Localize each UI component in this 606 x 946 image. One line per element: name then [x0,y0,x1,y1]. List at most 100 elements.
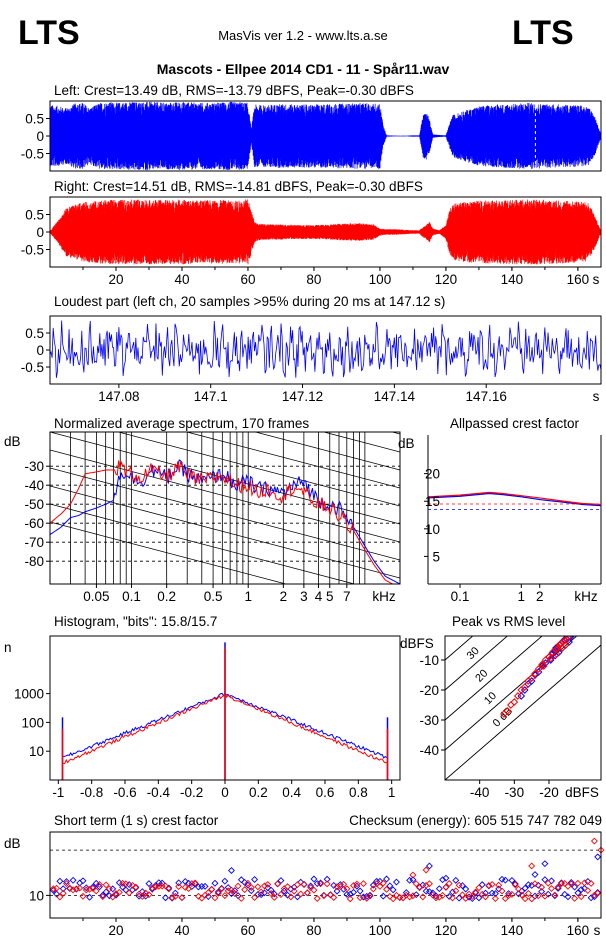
short-term-crest-point-right [109,893,117,901]
loudest-part-title: Loudest part (left ch, 20 samples >95% d… [54,294,445,309]
short-term-crest-point-left [162,894,169,902]
short-term-crest-point-right [475,884,483,892]
short-term-crest-outlier-left [594,853,602,861]
short-term-crest-point-right [132,883,140,891]
histogram-xtick-label: 0 [221,785,229,800]
avg-spectrum-slope-line [253,432,400,471]
allpassed-crest-xtick-label: 2 [536,589,544,604]
short-term-crest-point-right [138,892,146,900]
short-term-crest-point-right [185,885,193,893]
avg-spectrum-slope-line [50,467,400,561]
right-waveform-panel: Right: Crest=14.51 dB, RMS=-14.81 dBFS, … [21,179,602,287]
short-term-crest-point-right [254,883,262,891]
short-term-crest-point-right [356,894,364,902]
allpassed-crest-xtick-label: 0.1 [451,589,470,604]
short-term-crest-point-right [115,888,123,896]
short-term-crest-point-left [574,889,582,897]
short-term-crest-point-right [267,890,275,897]
short-term-crest-point-right [96,880,103,888]
short-term-crest-point-left [455,894,463,902]
short-term-crest-xtick-label: 120 [435,923,458,938]
short-term-crest-point-right [168,894,176,901]
histogram-panel: Histogram, "bits": 15.8/15.7n100010010-1… [4,614,401,800]
allpassed-crest-ytick-label: 20 [425,467,440,482]
short-term-crest-point-right [303,889,311,897]
short-term-crest-point-left [102,888,110,896]
short-term-crest-point-left [79,877,87,885]
short-term-crest-point-left [409,876,417,884]
short-term-crest-point-right [228,886,235,894]
short-term-crest-point-left [564,893,572,901]
short-term-crest-point-right [191,879,199,887]
avg-spectrum-slope-line [50,485,400,579]
short-term-crest-point-right [274,880,282,888]
avg-spectrum-ytick-label: -30 [24,459,44,474]
short-term-crest-point-right [340,880,348,888]
right-waveform-xtick-label: 100 [369,272,392,287]
short-term-crest-point-left [204,893,212,900]
peak-vs-rms-point-right [510,698,519,706]
loudest-part-ytick-label: 0 [36,343,44,358]
logo-right: LTS [512,14,574,52]
short-term-crest-point-right [181,883,189,891]
short-term-crest-ytick-label: 10 [29,888,44,903]
short-term-crest-point-left [244,881,252,889]
short-term-crest-point-right [439,891,447,899]
avg-spectrum-panel: Normalized average spectrum, 170 frames d… [4,416,401,604]
allpassed-crest-ytick-label: 10 [425,522,440,537]
short-term-crest-point-left [277,877,285,884]
peak-vs-rms-xtick-label: -20 [539,785,559,800]
histogram-xtick-label: -0.8 [80,785,103,800]
short-term-crest-point-right [53,884,61,892]
peak-vs-rms-point-right [552,650,561,658]
loudest-part-panel: Loudest part (left ch, 20 samples >95% d… [21,294,602,404]
short-term-crest-point-right [320,892,328,900]
short-term-crest-point-right [511,881,519,889]
short-term-crest-point-right [277,891,285,898]
right-waveform-title: Right: Crest=14.51 dB, RMS=-14.81 dBFS, … [54,179,423,194]
peak-vs-rms-diagonal-label: 0 dB [491,705,515,729]
short-term-crest-point-right [389,895,397,903]
avg-spectrum-xtick-label: 7 [343,589,351,604]
short-term-crest-point-left [59,885,67,893]
histogram-xtick-label: 0.4 [282,785,301,800]
short-term-crest-point-right [574,879,582,887]
histogram-xtick-label: 0.2 [249,785,268,800]
short-term-crest-point-right [419,893,427,901]
short-term-crest-point-left [323,875,331,883]
short-term-crest-point-left [69,876,77,884]
loudest-part-xtick-label: 147.14 [374,389,416,404]
short-term-crest-point-right [369,885,377,893]
short-term-crest-point-right [323,880,331,888]
short-term-crest-point-right [287,893,295,901]
short-term-crest-point-right [581,879,588,887]
peak-vs-rms-ylabel: dBFS [400,636,434,651]
short-term-crest-point-right [76,884,84,892]
short-term-crest-point-right [343,885,351,893]
right-waveform-xtick-label: 120 [435,272,458,287]
short-term-crest-point-left [221,877,229,885]
short-term-crest-point-right [521,895,529,903]
short-term-crest-point-right [99,893,107,901]
right-waveform-ytick-label: 0 [36,225,44,240]
avg-spectrum-plot-area [50,432,400,584]
histogram-ytick-label: 10 [29,744,44,759]
avg-spectrum-ytick-label: -70 [24,535,44,550]
short-term-crest-point-left [350,888,358,896]
short-term-crest-point-left [392,878,400,886]
short-term-crest-point-left [567,878,575,886]
peak-vs-rms-point-right [513,692,522,700]
right-waveform-ytick-label: 0.5 [25,208,44,223]
histogram-plot-area [61,642,389,780]
short-term-crest-point-right [208,885,216,893]
short-term-crest-point-left [82,884,90,892]
peak-vs-rms-ytick-label: -20 [419,683,439,698]
short-term-crest-point-right [584,887,592,895]
short-term-crest-point-right [293,881,301,889]
right-waveform-xtick-label: 60 [240,272,255,287]
peak-vs-rms-xlabel: dBFS [565,785,599,800]
avg-spectrum-ytick-label: -40 [24,478,44,493]
short-term-crest-xunit-label: s [594,923,601,938]
short-term-crest-point-right [247,884,255,891]
avg-spectrum-frame [49,431,401,585]
